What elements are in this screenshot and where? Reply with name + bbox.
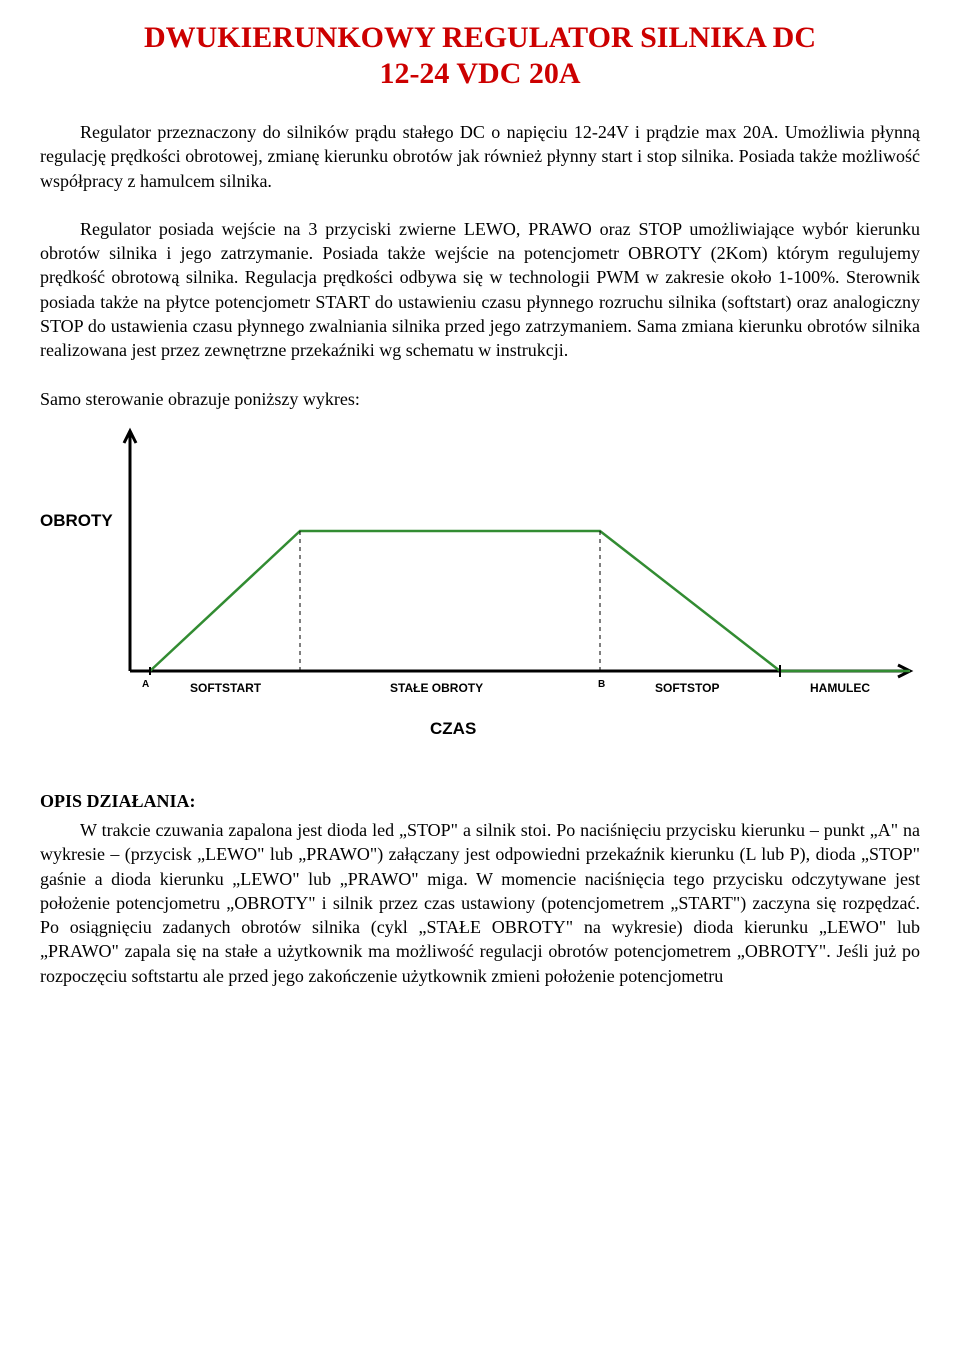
- chart-data-line: [150, 531, 910, 671]
- chart-x-axis-title: CZAS: [430, 719, 476, 739]
- chart-tick-label-stale: STAŁE OBROTY: [390, 681, 483, 695]
- chart-tick-label-hamulec: HAMULEC: [810, 681, 870, 695]
- chart-y-axis-label: OBROTY: [40, 511, 113, 531]
- obroty-czas-chart: OBROTY A SOFTSTART STAŁE OBROTY B SOFTST…: [40, 421, 920, 741]
- title-line-2: 12-24 VDC 20A: [379, 57, 580, 90]
- paragraph-opis: W trakcie czuwania zapalona jest dioda l…: [40, 818, 920, 988]
- document-page: DWUKIERUNKOWY REGULATOR SILNIKA DC 12-24…: [0, 0, 960, 1364]
- chart-tick-label-softstart: SOFTSTART: [190, 681, 261, 695]
- document-title: DWUKIERUNKOWY REGULATOR SILNIKA DC 12-24…: [40, 20, 920, 92]
- chart-lead-text: Samo sterowanie obrazuje poniższy wykres…: [40, 387, 920, 411]
- paragraph-features: Regulator posiada wejście na 3 przyciski…: [40, 217, 920, 363]
- chart-tick-label-softstop: SOFTSTOP: [655, 681, 719, 695]
- title-line-1: DWUKIERUNKOWY REGULATOR SILNIKA DC: [144, 21, 816, 54]
- paragraph-intro: Regulator przeznaczony do silników prądu…: [40, 120, 920, 193]
- chart-tick-label-b: B: [598, 679, 605, 690]
- section-head-opis: OPIS DZIAŁANIA:: [40, 791, 920, 812]
- chart-tick-label-a: A: [142, 679, 149, 690]
